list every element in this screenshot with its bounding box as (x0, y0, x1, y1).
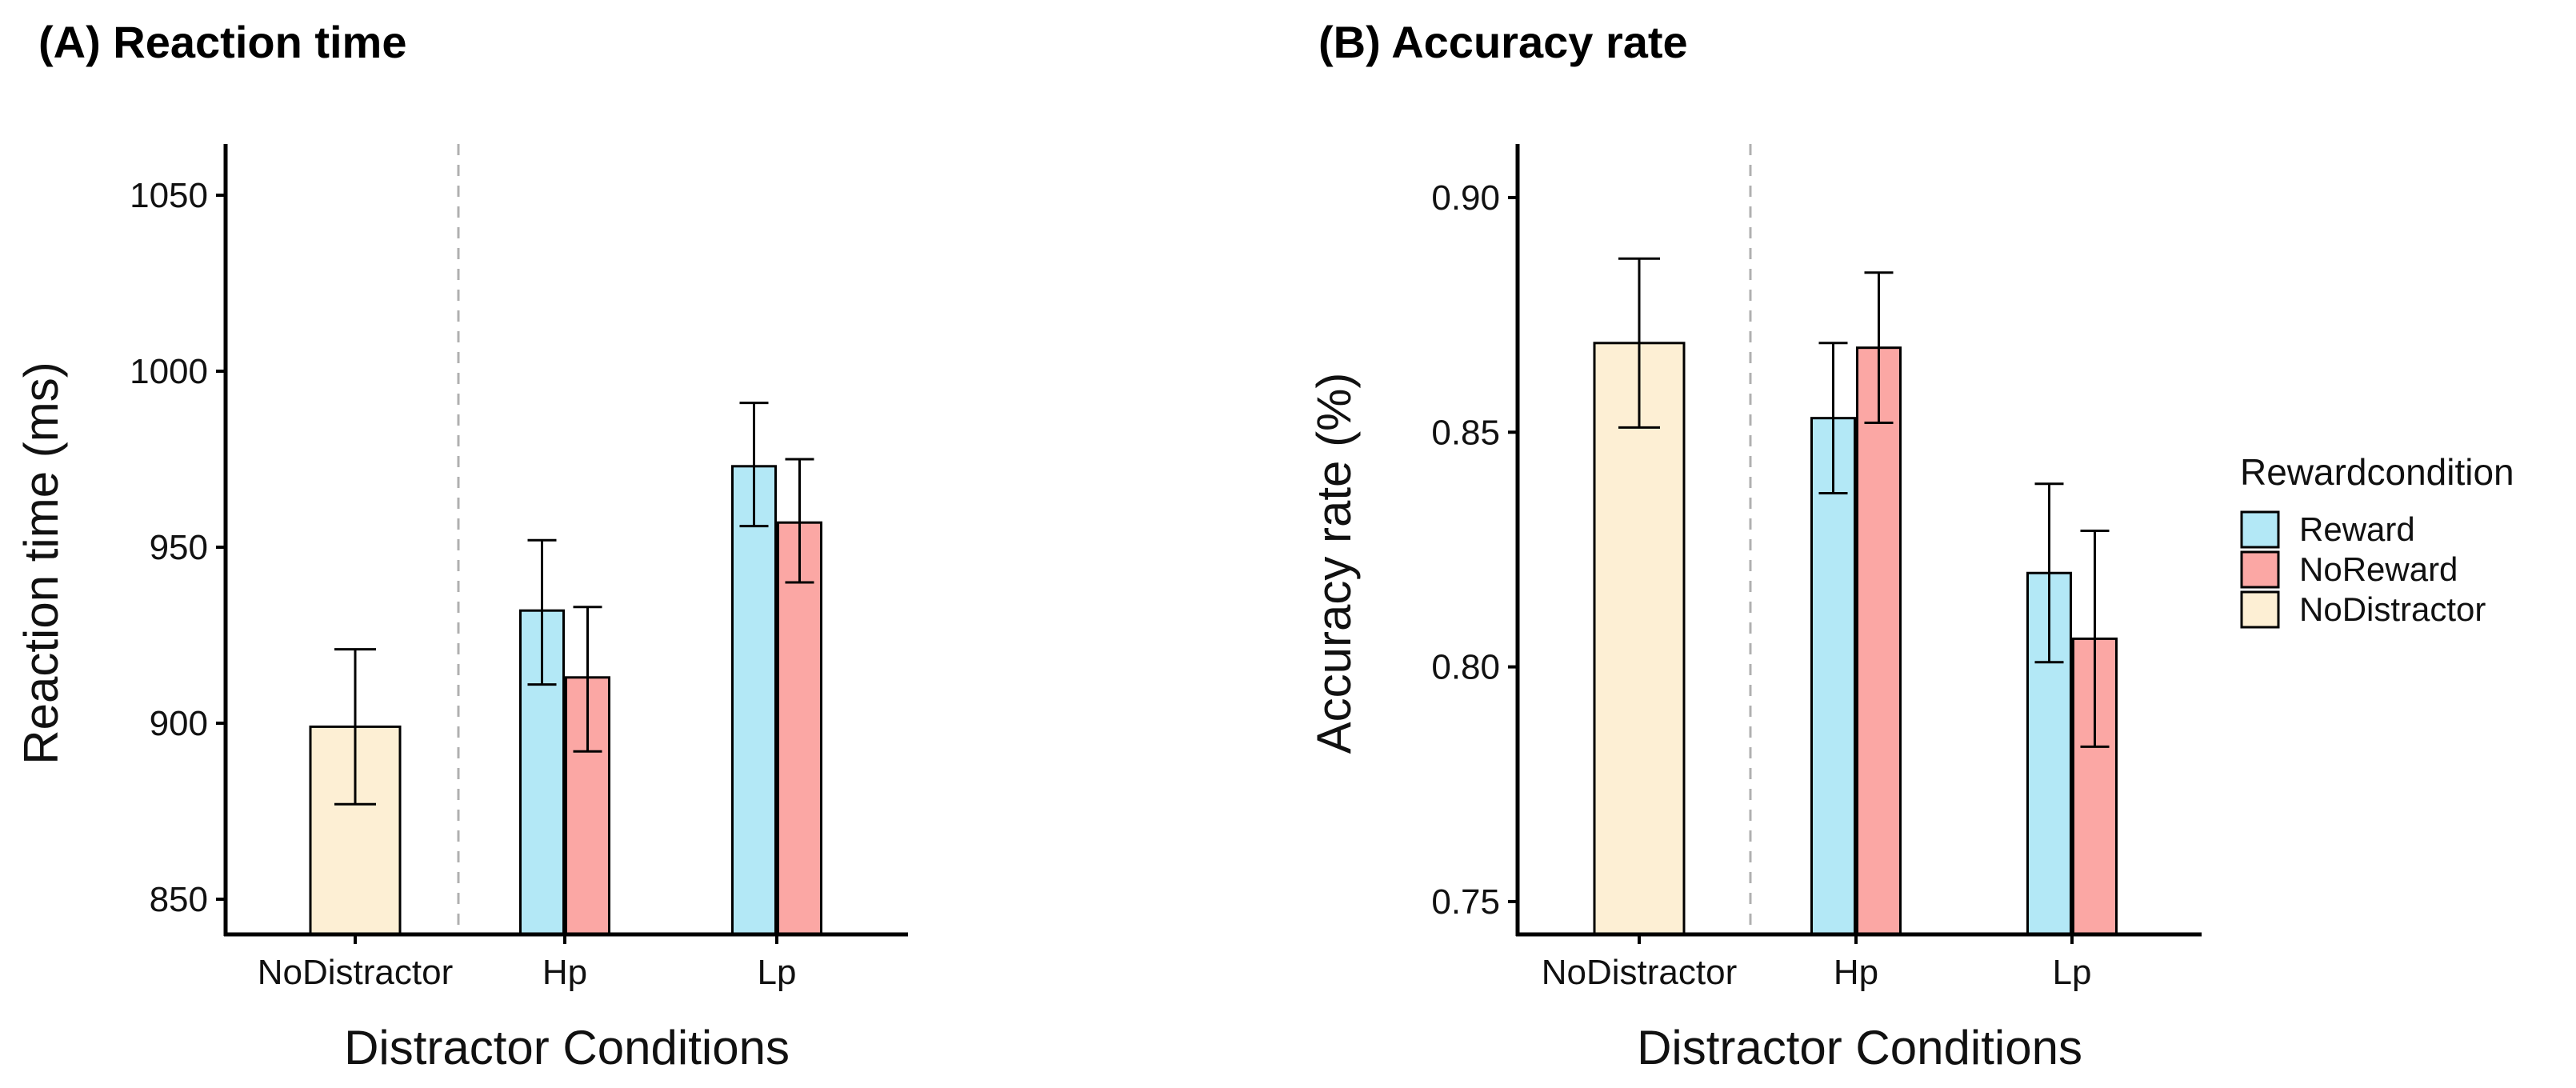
panel-reaction-time: (A) Reaction time Reaction time (ms) Dis… (14, 17, 908, 1074)
y-tick-label: 1000 (130, 352, 208, 391)
legend: Rewardcondition RewardNoRewardNoDistract… (2240, 451, 2514, 629)
panel-b-title: (B) Accuracy rate (1318, 17, 1688, 67)
y-tick-label: 1050 (130, 176, 208, 215)
y-tick-label: 0.75 (1431, 882, 1500, 922)
error-bar-lp-reward (739, 402, 769, 528)
legend-swatch (2240, 510, 2280, 549)
error-bar-hp-reward (527, 538, 557, 686)
y-tick-label: 850 (150, 880, 208, 919)
error-bar-nodistractor-nodistractor (334, 648, 376, 806)
legend-swatch (2240, 550, 2280, 589)
legend-label: NoDistractor (2299, 590, 2486, 628)
panel-a-title: (A) Reaction time (38, 17, 407, 67)
panel-a-plot-area: 850 900 950 1000 1050 NoDistractor Hp Lp (130, 144, 908, 992)
x-tick-label-nodistractor: NoDistractor (258, 953, 454, 992)
error-bar-hp-reward (1818, 342, 1848, 495)
bar-hp-reward (1810, 417, 1856, 936)
bar-nodistractor-nodistractor (1593, 342, 1686, 936)
panel-b-plot-area: 0.75 0.80 0.85 0.90 NoDistractor Hp Lp (1431, 144, 2202, 992)
y-tick-label: 0.85 (1431, 413, 1500, 452)
y-tick-label: 0.80 (1431, 648, 1500, 687)
bar-lp-noreward (777, 521, 822, 936)
error-bar-nodistractor-nodistractor (1618, 257, 1660, 429)
legend-item-reward: Reward (2240, 510, 2415, 549)
legend-label: NoReward (2299, 550, 2458, 588)
panel-b-ylabel: Accuracy rate (%) (1307, 373, 1361, 754)
panel-a-xlabel: Distractor Conditions (344, 1021, 790, 1074)
x-tick-label-lp: Lp (2053, 953, 2092, 992)
error-bar-lp-reward (2034, 482, 2064, 664)
error-bar-lp-noreward (785, 458, 814, 584)
legend-title: Rewardcondition (2240, 451, 2514, 493)
x-tick-label-hp: Hp (542, 953, 587, 992)
error-bar-hp-noreward (573, 606, 602, 753)
bar-hp-noreward (1856, 346, 1902, 936)
y-tick-label: 950 (150, 528, 208, 567)
error-bar-hp-noreward (1864, 271, 1894, 425)
legend-item-nodistractor: NoDistractor (2240, 590, 2486, 629)
y-tick-label: 900 (150, 704, 208, 743)
panel-b-xlabel: Distractor Conditions (1637, 1021, 2082, 1074)
error-bar-lp-noreward (2080, 529, 2110, 748)
panel-accuracy-rate: (B) Accuracy rate Accuracy rate (%) Dist… (1307, 17, 2202, 1074)
legend-swatch (2240, 590, 2280, 629)
panel-a-ylabel: Reaction time (ms) (14, 362, 68, 764)
legend-item-noreward: NoReward (2240, 550, 2458, 589)
legend-label: Reward (2299, 510, 2415, 548)
x-tick-label-hp: Hp (1834, 953, 1878, 992)
x-tick-label-lp: Lp (758, 953, 797, 992)
x-tick-label-nodistractor: NoDistractor (1542, 953, 1738, 992)
y-tick-label: 0.90 (1431, 178, 1500, 218)
bar-lp-reward (731, 465, 777, 936)
